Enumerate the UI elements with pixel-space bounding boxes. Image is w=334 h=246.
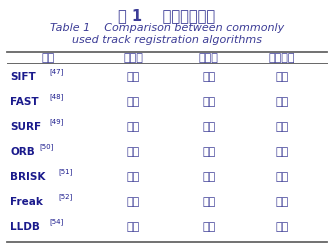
Text: 计算效率: 计算效率 bbox=[269, 53, 296, 62]
Text: 一般: 一般 bbox=[276, 147, 289, 157]
Text: 一般: 一般 bbox=[127, 197, 140, 207]
Text: 较高: 较高 bbox=[202, 72, 215, 82]
Text: 较低: 较低 bbox=[276, 72, 289, 82]
Text: 较高: 较高 bbox=[202, 197, 215, 207]
Text: [54]: [54] bbox=[49, 218, 63, 225]
Text: 一般: 一般 bbox=[127, 172, 140, 182]
Text: [51]: [51] bbox=[58, 168, 73, 175]
Text: 较高: 较高 bbox=[202, 222, 215, 232]
Text: 较高: 较高 bbox=[202, 97, 215, 107]
Text: 较高: 较高 bbox=[276, 97, 289, 107]
Text: [52]: [52] bbox=[58, 193, 73, 200]
Text: 较高: 较高 bbox=[202, 147, 215, 157]
Text: 较高: 较高 bbox=[202, 122, 215, 132]
Text: 较高: 较高 bbox=[127, 222, 140, 232]
Text: 表 1    常用算法比较: 表 1 常用算法比较 bbox=[119, 9, 215, 24]
Text: 一般: 一般 bbox=[276, 122, 289, 132]
Text: 较高: 较高 bbox=[127, 147, 140, 157]
Text: 一般: 一般 bbox=[276, 172, 289, 182]
Text: [47]: [47] bbox=[49, 68, 63, 75]
Text: SIFT: SIFT bbox=[10, 72, 36, 82]
Text: 鲁棒性: 鲁棒性 bbox=[199, 53, 219, 62]
Text: 算法: 算法 bbox=[42, 53, 55, 62]
Text: Freak: Freak bbox=[10, 197, 43, 207]
Text: 较高: 较高 bbox=[276, 222, 289, 232]
Text: LLDB: LLDB bbox=[10, 222, 40, 232]
Text: [49]: [49] bbox=[49, 118, 63, 125]
Text: BRISK: BRISK bbox=[10, 172, 45, 182]
Text: used track registration algorithms: used track registration algorithms bbox=[72, 35, 262, 45]
Text: 一般: 一般 bbox=[202, 172, 215, 182]
Text: [48]: [48] bbox=[49, 93, 63, 100]
Text: [50]: [50] bbox=[40, 143, 54, 150]
Text: 一般: 一般 bbox=[127, 122, 140, 132]
Text: 较高: 较高 bbox=[276, 197, 289, 207]
Text: ORB: ORB bbox=[10, 147, 35, 157]
Text: 较高: 较高 bbox=[127, 97, 140, 107]
Text: FAST: FAST bbox=[10, 97, 39, 107]
Text: 实时性: 实时性 bbox=[124, 53, 144, 62]
Text: 较低: 较低 bbox=[127, 72, 140, 82]
Text: SURF: SURF bbox=[10, 122, 41, 132]
Text: Table 1    Comparison between commonly: Table 1 Comparison between commonly bbox=[50, 23, 284, 33]
